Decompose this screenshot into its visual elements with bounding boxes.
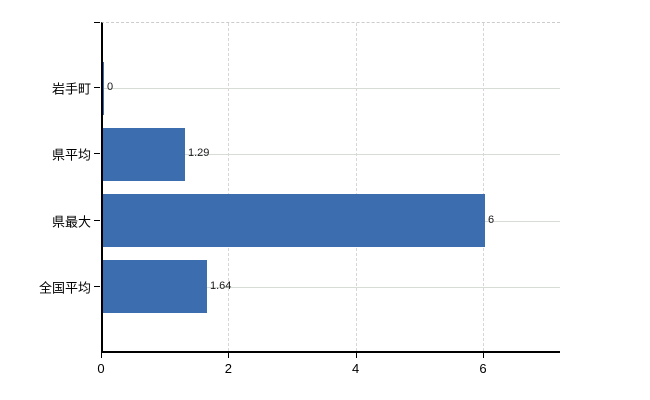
category-label: 岩手町: [51, 81, 91, 97]
value-label: 0: [107, 81, 114, 94]
gridline-vertical: [355, 23, 357, 351]
y-axis-tick: [94, 87, 100, 89]
bar: [103, 127, 185, 181]
gridline-horizontal: [103, 286, 560, 288]
y-axis-top-tick: [94, 22, 100, 23]
value-label: 1.64: [210, 279, 232, 292]
bar: [103, 61, 104, 115]
x-axis-tick: [355, 353, 357, 358]
gridline-vertical: [483, 23, 484, 351]
x-tick-label: 0: [97, 361, 105, 376]
x-axis-tick: [101, 353, 102, 358]
y-axis-tick: [94, 219, 100, 221]
y-axis-tick: [94, 153, 100, 155]
category-label: 県最大: [51, 214, 91, 230]
value-label: 6: [488, 213, 495, 226]
x-tick-label: 2: [224, 361, 232, 376]
bar: [103, 260, 207, 314]
bar: [103, 194, 485, 248]
y-axis-tick: [94, 285, 100, 287]
gridline-horizontal: [103, 154, 560, 156]
x-tick-label: 4: [352, 361, 360, 376]
value-label: 1.29: [188, 147, 210, 160]
gridline-vertical: [228, 23, 230, 351]
x-tick-label: 6: [479, 361, 487, 376]
x-axis-tick: [483, 353, 484, 358]
category-label: 県平均: [51, 147, 91, 163]
gridline-horizontal: [103, 88, 560, 90]
category-label: 全国平均: [38, 280, 91, 296]
plot-area: 0 1.29 6 1.64: [101, 22, 560, 353]
x-axis-tick: [228, 353, 230, 358]
